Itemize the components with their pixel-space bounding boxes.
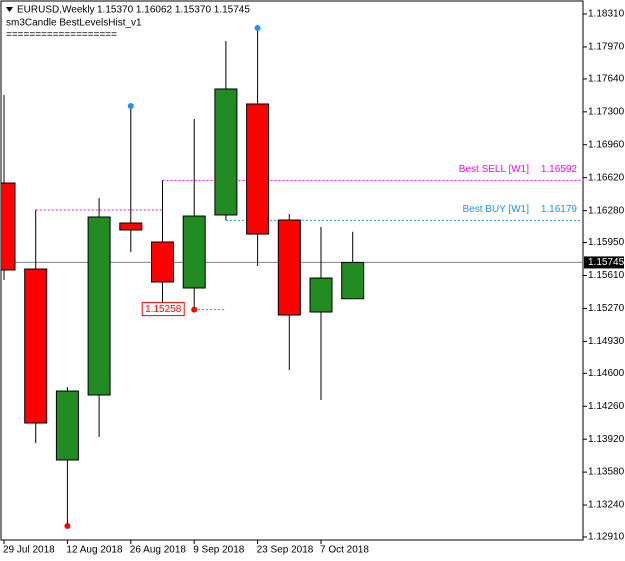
candle-body xyxy=(277,219,301,316)
x-tick-label: 9 Sep 2018 xyxy=(193,545,245,556)
y-tick-label: 1.16620 xyxy=(588,172,625,183)
best-level-name: Best SELL [W1] xyxy=(459,164,529,175)
candle-body xyxy=(246,103,270,235)
y-tick-label: 1.14930 xyxy=(588,336,625,347)
candle-body xyxy=(119,222,143,231)
plot: 1.15258 xyxy=(1,25,583,530)
y-tick-label: 1.14260 xyxy=(588,401,625,412)
chart-title: EURUSD,Weekly xyxy=(17,5,95,16)
y-tick-label: 1.13920 xyxy=(588,434,625,445)
y-tick-label: 1.13580 xyxy=(588,467,625,478)
y-tick-label: 1.16280 xyxy=(588,205,625,216)
x-tick-label: 26 Aug 2018 xyxy=(130,545,187,556)
y-tick-label: 1.17300 xyxy=(588,106,625,117)
y-tick-label: 1.14600 xyxy=(588,368,625,379)
x-tick-label: 12 Aug 2018 xyxy=(66,545,123,556)
price-info: 1.15370 1.16062 1.15370 1.15745 xyxy=(97,5,250,16)
best-level-value: 1.16179 xyxy=(541,204,578,215)
candle-body xyxy=(309,277,333,313)
candle-body xyxy=(1,182,16,271)
candle-body xyxy=(341,261,365,300)
y-tick-label: 1.17970 xyxy=(588,42,625,53)
candle-body xyxy=(214,88,238,216)
indicator-separator: =================== xyxy=(6,30,117,41)
level-label: 1.15258 xyxy=(145,304,182,315)
indicator-name: sm3Candle BestLevelsHist_v1 xyxy=(6,18,142,29)
menu-triangle xyxy=(6,7,13,12)
low-dot xyxy=(64,523,71,530)
x-tick-label: 23 Sep 2018 xyxy=(257,545,314,556)
y-tick-label: 1.15270 xyxy=(588,303,625,314)
x-tick-label: 29 Jul 2018 xyxy=(3,545,55,556)
y-tick-label: 1.17640 xyxy=(588,74,625,85)
candle-body xyxy=(24,268,48,424)
x-tick-label: 7 Oct 2018 xyxy=(320,545,369,556)
candle-body xyxy=(182,215,206,289)
high-dot xyxy=(127,103,134,110)
candle-body xyxy=(151,241,174,283)
best-level-name: Best BUY [W1] xyxy=(462,204,529,215)
candle-body xyxy=(55,390,79,461)
low-dot xyxy=(191,306,198,313)
last-price-box xyxy=(584,256,624,269)
y-tick-label: 1.13240 xyxy=(588,500,625,511)
high-dot xyxy=(254,25,261,32)
y-tick-label: 1.15610 xyxy=(588,270,625,281)
y-tick-label: 1.16960 xyxy=(588,139,625,150)
level-label-box xyxy=(141,302,185,317)
best-level-value: 1.16592 xyxy=(541,164,578,175)
y-tick-label: 1.12910 xyxy=(588,532,625,543)
last-price-label: 1.15745 xyxy=(588,257,625,268)
candle-body xyxy=(87,216,111,396)
y-tick-label: 1.15950 xyxy=(588,237,625,248)
y-tick-label: 1.18310 xyxy=(588,9,625,20)
